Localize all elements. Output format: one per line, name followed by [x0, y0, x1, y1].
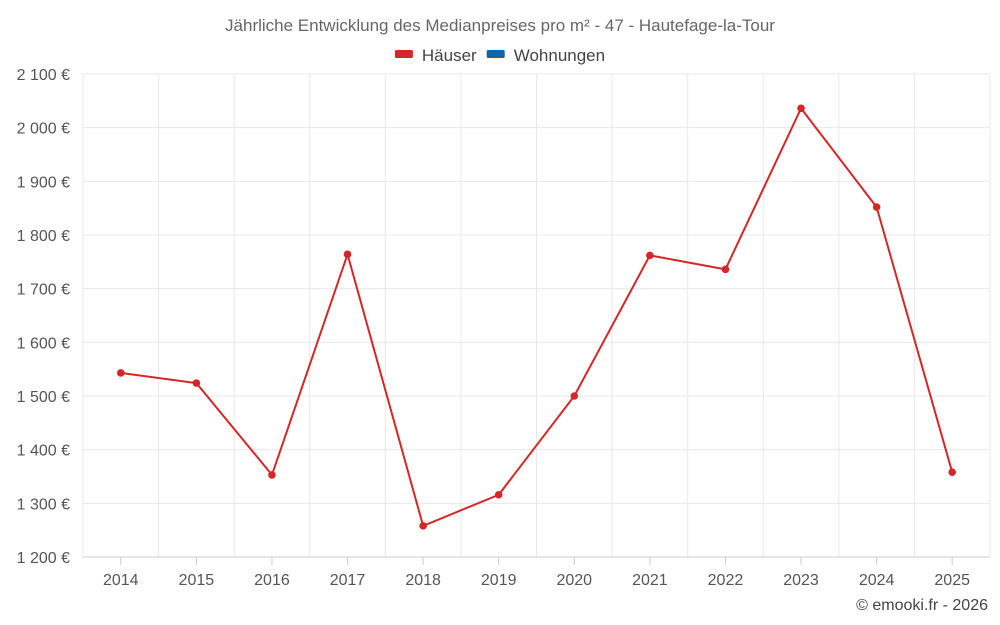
data-point[interactable] — [494, 490, 503, 499]
y-tick-label: 1 200 € — [17, 550, 70, 567]
x-tick-label: 2017 — [330, 572, 366, 589]
chart-title: Jährliche Entwicklung des Medianpreises … — [225, 16, 775, 35]
data-point[interactable] — [797, 104, 805, 113]
data-point[interactable] — [268, 471, 276, 479]
data-point[interactable] — [116, 369, 125, 377]
y-tick-label: 1 500 € — [17, 389, 70, 406]
grid — [82, 73, 991, 558]
axes: 1 200 € 1 300 € 1 400 € 1 500 € 1 600 € 1 700… — [17, 67, 990, 589]
x-tick-label: 2020 — [556, 572, 592, 589]
y-tick-label: 1 400 € — [17, 443, 70, 460]
data-point[interactable] — [872, 203, 881, 211]
y-tick-label: 1 600 € — [17, 335, 70, 352]
x-tick-label: 2022 — [708, 572, 744, 589]
credit-text: © emooki.fr - 2026 — [856, 597, 988, 614]
legend-label: Häuser — [422, 46, 477, 65]
data-point[interactable] — [721, 265, 730, 274]
y-tick-label: 1 800 € — [17, 228, 70, 245]
legend-swatch — [394, 50, 413, 58]
x-tick-label: 2023 — [783, 572, 819, 589]
x-tick-label: 2016 — [254, 572, 290, 589]
data-point[interactable] — [646, 251, 654, 260]
y-tick-label: 2 100 € — [17, 67, 70, 84]
x-tick-label: 2021 — [632, 572, 668, 589]
x-tick-label: 2015 — [179, 572, 215, 589]
series-line-0 — [120, 106, 954, 528]
x-tick-label: 2024 — [859, 572, 895, 589]
x-tick-label: 2019 — [481, 572, 517, 589]
data-point[interactable] — [948, 468, 957, 477]
y-tick-label: 2 000 € — [17, 121, 70, 138]
x-tick-label: 2018 — [405, 572, 441, 589]
series-layer — [116, 104, 957, 530]
legend-item-1[interactable]: Wohnungen — [486, 46, 605, 65]
legend-item-0[interactable]: Häuser — [394, 46, 477, 65]
y-tick-label: 1 900 € — [17, 174, 70, 191]
y-tick-label: 1 700 € — [17, 282, 70, 299]
x-tick-label: 2014 — [103, 572, 139, 589]
data-point[interactable] — [419, 522, 427, 530]
legend-label: Wohnungen — [514, 46, 605, 65]
x-tick-label: 2025 — [934, 572, 970, 589]
y-tick-label: 1 300 € — [17, 496, 70, 513]
data-point[interactable] — [343, 250, 352, 259]
legend: Häuser Wohnungen — [394, 46, 605, 65]
legend-swatch — [486, 50, 505, 58]
data-point[interactable] — [570, 392, 579, 400]
data-point[interactable] — [192, 379, 201, 387]
